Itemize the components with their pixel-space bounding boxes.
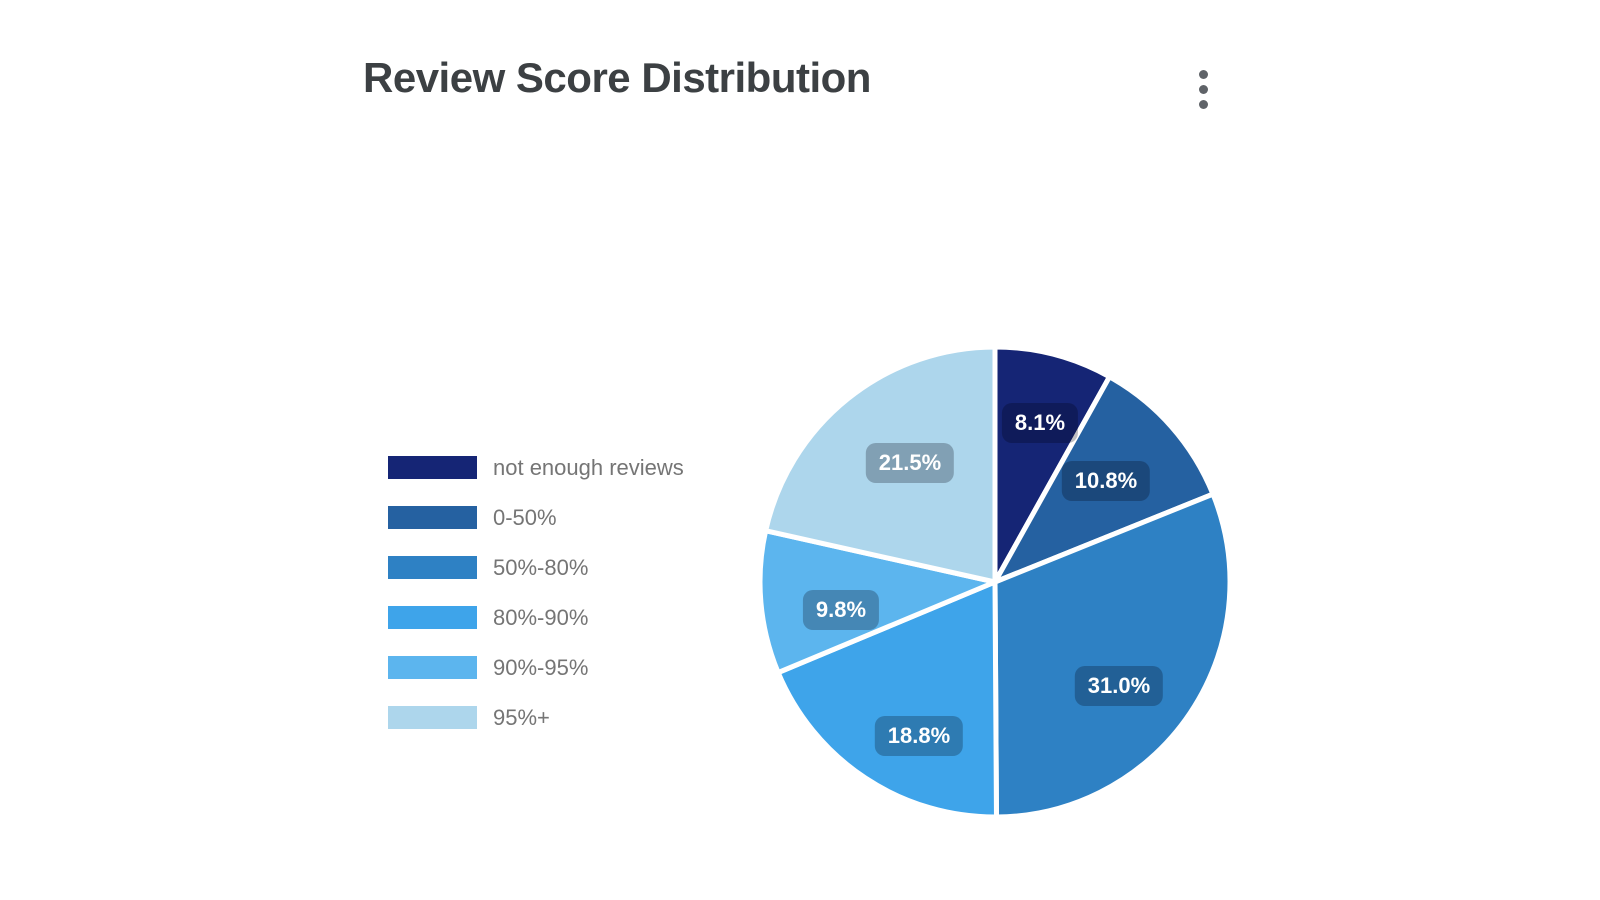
legend-item-90-95[interactable]: 90%-95% <box>388 656 684 679</box>
legend-item-not-enough-reviews[interactable]: not enough reviews <box>388 456 684 479</box>
legend-swatch <box>388 506 477 529</box>
legend-label: 95%+ <box>493 705 550 730</box>
legend-item-50-80[interactable]: 50%-80% <box>388 556 684 579</box>
legend-swatch <box>388 456 477 479</box>
legend-label: 50%-80% <box>493 555 589 580</box>
pie-slice-90-95[interactable] <box>757 527 1004 676</box>
pie-slice-50-80[interactable] <box>992 490 1233 820</box>
legend-item-80-90[interactable]: 80%-90% <box>388 606 684 629</box>
legend-label: 90%-95% <box>493 655 589 680</box>
kebab-vertical-icon <box>1198 69 1208 79</box>
chart-options-button[interactable] <box>1184 60 1222 118</box>
legend-item-0-50[interactable]: 0-50% <box>388 506 684 529</box>
legend-swatch <box>388 656 477 679</box>
chart-title: Review Score Distribution <box>363 54 871 101</box>
legend-label: not enough reviews <box>493 455 684 480</box>
pie-slice-0-50[interactable] <box>989 373 1217 587</box>
legend-label: 0-50% <box>493 505 557 530</box>
legend-swatch <box>388 706 477 729</box>
pie-slice-95[interactable] <box>762 344 998 586</box>
legend-label: 80%-90% <box>493 605 589 630</box>
legend-swatch <box>388 606 477 629</box>
legend-swatch <box>388 556 477 579</box>
pie-slice-80-90[interactable] <box>774 578 999 820</box>
kebab-vertical-icon <box>1198 84 1208 94</box>
kebab-vertical-icon <box>1198 99 1208 109</box>
legend-item-95-plus[interactable]: 95%+ <box>388 706 684 729</box>
pie-slice-not-enough-reviews[interactable] <box>992 344 1113 592</box>
chart-legend: not enough reviews 0-50% 50%-80% 80%-90%… <box>388 456 684 756</box>
